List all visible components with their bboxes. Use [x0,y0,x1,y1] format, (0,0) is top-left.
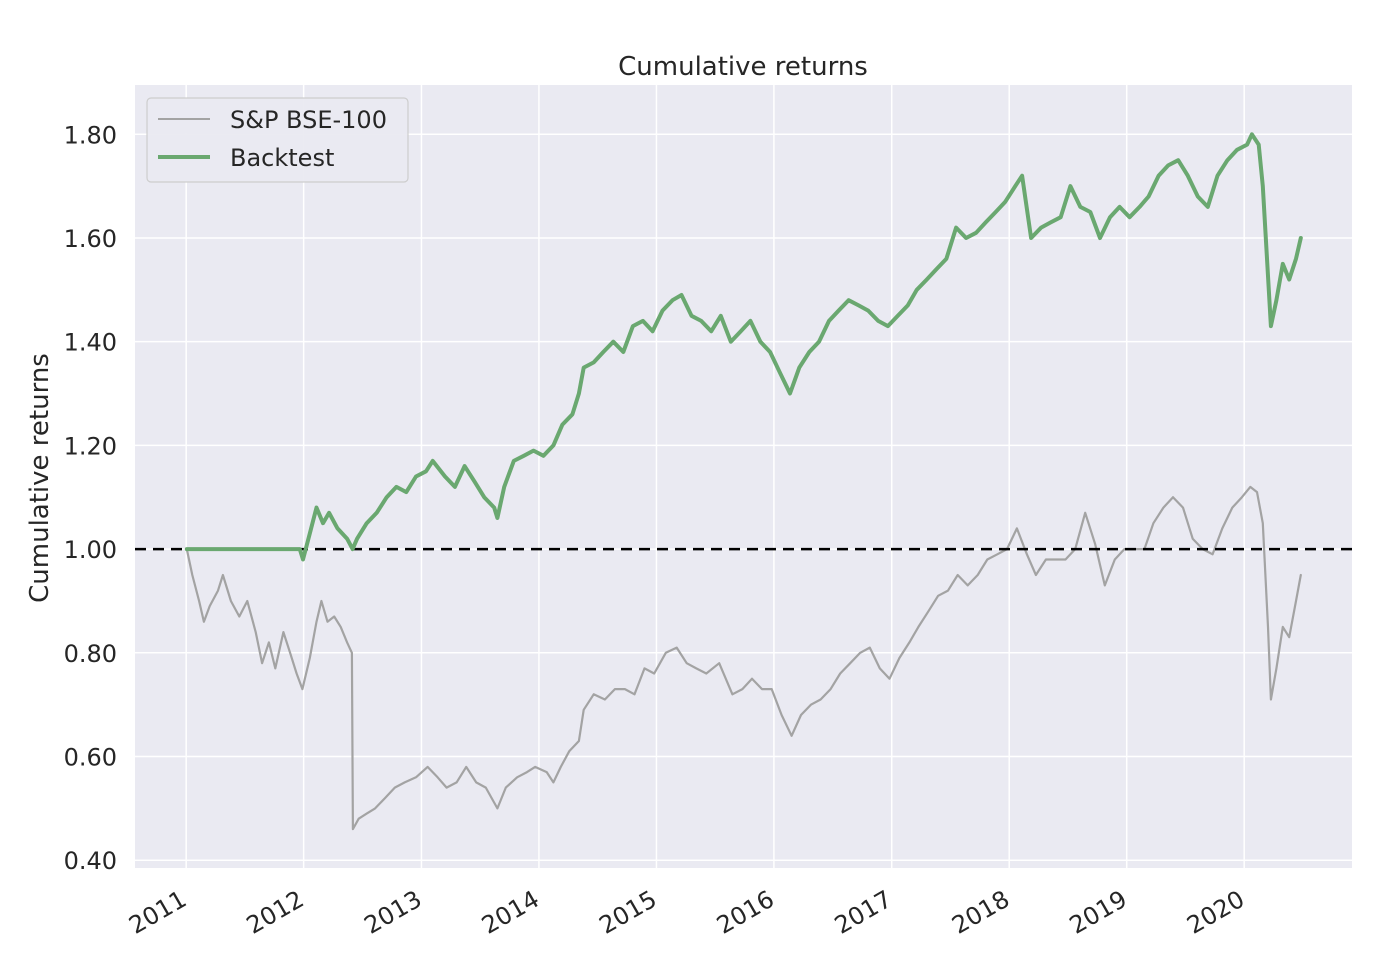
y-axis-label: Cumulative returns [25,353,55,603]
legend-box [146,97,409,183]
y-tick-label: 0.60 [64,744,117,772]
y-tick-label: 1.00 [64,536,117,564]
x-tick-label: 2019 [1065,885,1132,940]
x-tick-label: 2017 [830,885,897,940]
legend-label-backtest: Backtest [230,144,334,172]
chart-title: Cumulative returns [618,52,868,82]
y-tick-label: 0.80 [64,640,117,668]
x-tick-label: 2011 [124,885,191,940]
x-tick-label: 2020 [1182,885,1249,940]
x-gridlines [185,85,1245,868]
plot-background [135,85,1352,868]
y-axis-ticks: 0.40 0.60 0.80 1.00 1.20 1.40 1.60 1.80 [64,121,117,875]
y-tick-label: 0.40 [64,847,117,875]
legend: S&P BSE-100 Backtest [146,97,409,183]
series-line-backtest [184,132,1303,562]
series-layer [135,132,1352,831]
x-tick-label: 2013 [360,885,427,940]
y-tick-label: 1.60 [64,225,117,253]
x-tick-label: 2015 [595,885,662,940]
x-axis-ticks: 2011 2012 2013 2014 2015 2016 2017 2018 2019 2020 [124,885,1249,940]
y-tick-label: 1.20 [64,432,117,460]
legend-label-sp-bse-100: S&P BSE-100 [230,106,387,134]
x-tick-label: 2018 [947,885,1014,940]
x-tick-label: 2012 [242,885,309,940]
x-tick-label: 2014 [477,885,544,940]
x-tick-label: 2016 [712,885,779,940]
y-tick-label: 1.80 [64,121,117,149]
y-tick-label: 1.40 [64,329,117,357]
